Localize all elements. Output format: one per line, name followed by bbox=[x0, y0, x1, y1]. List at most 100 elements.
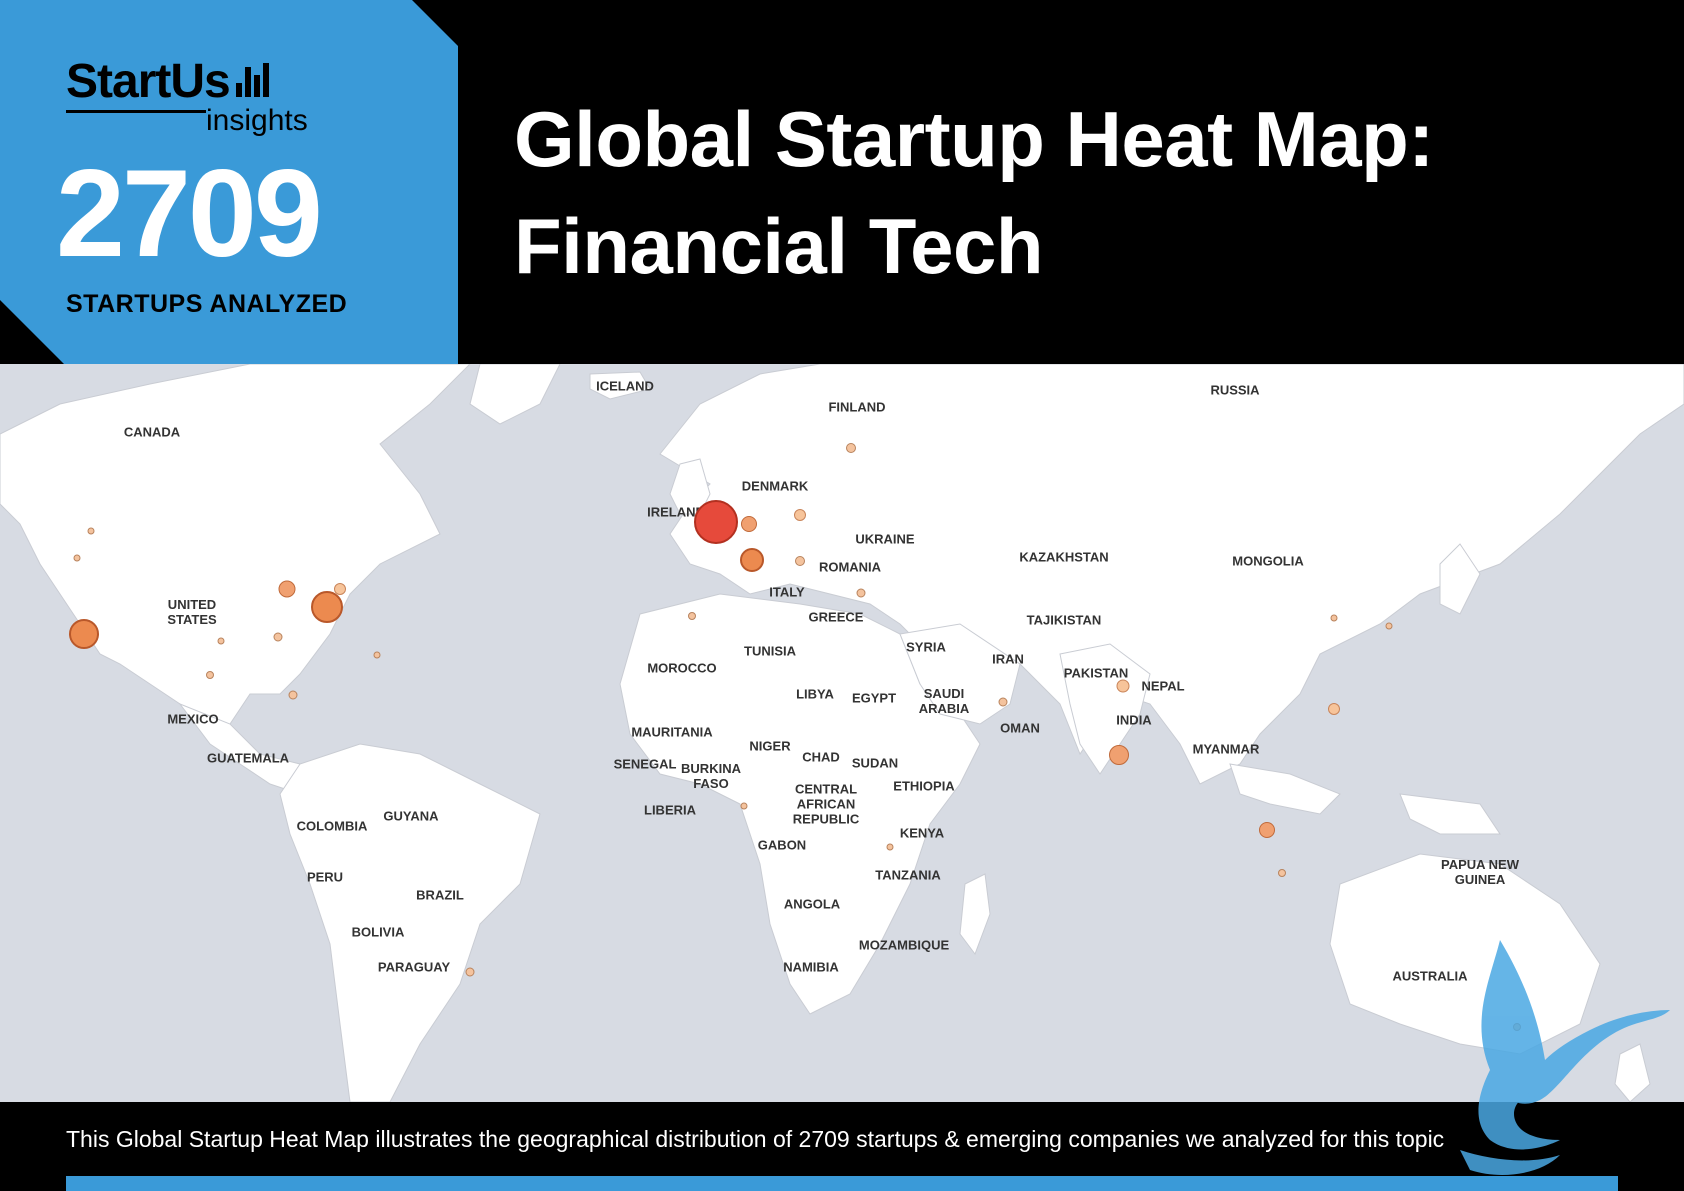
label-egypt: EGYPT bbox=[851, 690, 897, 706]
label-paraguay: PARAGUAY bbox=[377, 959, 451, 975]
label-romania: ROMANIA bbox=[818, 559, 882, 575]
hotspot-denver bbox=[217, 637, 225, 645]
label-gabon: GABON bbox=[757, 837, 807, 853]
hotspot-beijing bbox=[1330, 614, 1338, 622]
new-zealand-landmass bbox=[1614, 1043, 1651, 1102]
japan-landmass bbox=[1439, 543, 1481, 615]
hotspot-delhi bbox=[1116, 679, 1130, 693]
label-italy: ITALY bbox=[769, 584, 805, 600]
north-america-landmass bbox=[0, 364, 471, 725]
label-tajikistan: TAJIKISTAN bbox=[1026, 612, 1102, 628]
papua-new-guinea-landmass bbox=[1399, 793, 1501, 835]
label-peru: PERU bbox=[306, 869, 344, 885]
label-brazil: BRAZIL bbox=[416, 887, 464, 903]
logo-underline bbox=[66, 110, 206, 113]
label-oman: OMAN bbox=[1000, 720, 1040, 736]
hotspot-austin bbox=[206, 671, 214, 679]
logo-sub-text: insights bbox=[206, 104, 308, 137]
label-liberia: LIBERIA bbox=[644, 802, 696, 818]
label-ireland: IRELAND bbox=[647, 504, 705, 520]
hotspot-zurich bbox=[795, 556, 805, 566]
label-guatemala: GUATEMALA bbox=[206, 750, 290, 766]
label-bolivia: BOLIVIA bbox=[351, 924, 405, 940]
africa-landmass bbox=[619, 593, 981, 1015]
label-syria: SYRIA bbox=[906, 639, 946, 655]
hotspot-hong-kong bbox=[1328, 703, 1340, 715]
label-pakistan: PAKISTAN bbox=[1063, 665, 1129, 681]
label-kazakhstan: KAZAKHSTAN bbox=[1019, 549, 1109, 565]
label-tanzania: TANZANIA bbox=[875, 867, 941, 883]
hotspot-jakarta bbox=[1278, 869, 1286, 877]
label-niger: NIGER bbox=[749, 738, 791, 754]
iceland-landmass bbox=[589, 371, 651, 400]
world-map: ICELAND FINLAND RUSSIA CANADA DENMARK IR… bbox=[0, 364, 1684, 1102]
footer-caption: This Global Startup Heat Map illustrates… bbox=[66, 1126, 1445, 1152]
label-chad: CHAD bbox=[802, 749, 840, 765]
hotspot-singapore bbox=[1259, 822, 1275, 838]
hotspot-paris bbox=[740, 548, 764, 572]
label-russia: RUSSIA bbox=[1210, 382, 1260, 398]
madagascar-landmass bbox=[959, 873, 991, 956]
label-central-african-republic: CENTRAL AFRICAN REPUBLIC bbox=[792, 781, 860, 827]
hotspot-madrid bbox=[688, 612, 696, 620]
label-kenya: KENYA bbox=[899, 825, 945, 841]
label-colombia: COLOMBIA bbox=[296, 818, 368, 834]
hotspot-toronto bbox=[278, 580, 296, 598]
hotspot-nairobi bbox=[886, 843, 894, 851]
bar-chart-icon bbox=[235, 63, 269, 97]
brand-panel: StartUs insights 2709 STARTUPS ANALYZED bbox=[0, 0, 458, 364]
label-iran: IRAN bbox=[992, 651, 1024, 667]
label-mauritania: MAURITANIA bbox=[631, 724, 713, 740]
label-mongolia: MONGOLIA bbox=[1232, 553, 1304, 569]
hotspot-vancouver bbox=[87, 527, 95, 535]
hotspot-new-york bbox=[311, 591, 343, 623]
hotspot-atlanta bbox=[273, 632, 283, 642]
label-finland: FINLAND bbox=[828, 399, 886, 415]
hotspot-miami bbox=[288, 690, 298, 700]
hotspot-berlin bbox=[794, 509, 806, 521]
label-namibia: NAMIBIA bbox=[783, 959, 839, 975]
label-ethiopia: ETHIOPIA bbox=[893, 778, 955, 794]
label-tunisia: TUNISIA bbox=[744, 643, 796, 659]
label-united-states: UNITED STATES bbox=[167, 597, 217, 627]
startup-count: 2709 bbox=[56, 145, 323, 283]
label-greece: GREECE bbox=[808, 609, 864, 625]
header-bar: StartUs insights 2709 STARTUPS ANALYZED … bbox=[0, 0, 1684, 364]
label-mexico: MEXICO bbox=[167, 711, 219, 727]
label-libya: LIBYA bbox=[796, 686, 834, 702]
hotspot-lagos bbox=[740, 802, 748, 810]
hotspot-sao-paulo bbox=[465, 967, 475, 977]
startus-logo: StartUs insights bbox=[66, 55, 308, 137]
hotspot-san-francisco bbox=[69, 619, 99, 649]
label-iceland: ICELAND bbox=[596, 378, 654, 394]
page-title: Global Startup Heat Map: Financial Tech bbox=[514, 86, 1434, 300]
startup-count-label: STARTUPS ANALYZED bbox=[66, 290, 348, 318]
hotspot-stockholm bbox=[846, 443, 856, 453]
title-line-1: Global Startup Heat Map: bbox=[514, 95, 1434, 183]
label-burkina-faso: BURKINA FASO bbox=[681, 761, 741, 791]
hotspot-seoul bbox=[1385, 622, 1393, 630]
greenland-landmass bbox=[469, 364, 561, 425]
label-denmark: DENMARK bbox=[741, 478, 809, 494]
label-morocco: MOROCCO bbox=[647, 660, 717, 676]
hotspot-amsterdam bbox=[741, 516, 757, 532]
logo-main-text: StartUs bbox=[66, 55, 231, 108]
label-mozambique: MOZAMBIQUE bbox=[858, 937, 950, 953]
india-landmass bbox=[1059, 643, 1151, 775]
hotspot-bangalore bbox=[1109, 745, 1129, 765]
land-shapes bbox=[0, 364, 1684, 1102]
label-canada: CANADA bbox=[123, 424, 181, 440]
title-line-2: Financial Tech bbox=[514, 202, 1044, 290]
label-saudi-arabia: SAUDI ARABIA bbox=[918, 686, 970, 716]
label-india: INDIA bbox=[1116, 712, 1152, 728]
footer-accent-strip bbox=[66, 1176, 1618, 1191]
hotspot-london bbox=[694, 500, 738, 544]
label-sudan: SUDAN bbox=[851, 755, 899, 771]
arabia-landmass bbox=[899, 623, 1021, 725]
footer-bar: This Global Startup Heat Map illustrates… bbox=[0, 1102, 1684, 1191]
hotspot-seattle bbox=[73, 554, 81, 562]
hotspot-boston bbox=[334, 583, 346, 595]
south-america-landmass bbox=[279, 743, 541, 1102]
hotspot-istanbul bbox=[856, 588, 866, 598]
hotspot-washington bbox=[373, 651, 381, 659]
